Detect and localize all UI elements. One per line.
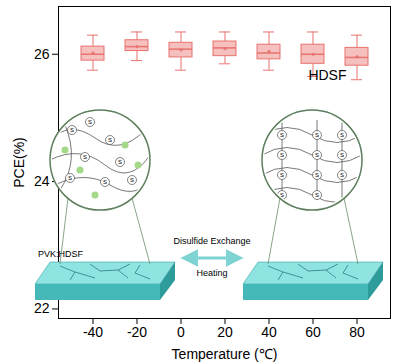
svg-text:PVK:HDSF: PVK:HDSF [38,249,84,259]
svg-text:HDSF: HDSF [308,67,346,83]
svg-text:PCE(%): PCE(%) [11,137,27,188]
svg-text:S: S [340,172,344,178]
svg-text:S: S [280,152,284,158]
svg-text:S: S [315,172,319,178]
svg-text:S: S [315,192,319,198]
svg-text:-40: -40 [83,324,103,340]
svg-text:S: S [315,132,319,138]
svg-text:0: 0 [177,324,185,340]
svg-text:S: S [108,137,112,143]
svg-text:20: 20 [217,324,233,340]
svg-text:Temperature (℃): Temperature (℃) [172,346,278,362]
svg-text:22: 22 [34,300,50,316]
svg-text:S: S [340,132,344,138]
svg-text:S: S [70,127,74,133]
svg-text:26: 26 [34,46,50,62]
svg-text:S: S [280,192,284,198]
svg-text:-20: -20 [127,324,147,340]
svg-text:80: 80 [349,324,365,340]
svg-text:24: 24 [34,173,50,189]
svg-text:S: S [130,177,134,183]
svg-text:Disulfide Exchange: Disulfide Exchange [173,236,250,246]
svg-text:S: S [83,154,87,160]
svg-text:S: S [88,119,92,125]
svg-text:S: S [118,159,122,165]
svg-text:S: S [68,175,72,181]
svg-text:S: S [280,172,284,178]
svg-text:40: 40 [261,324,277,340]
svg-text:S: S [315,152,319,158]
svg-text:S: S [280,132,284,138]
svg-text:60: 60 [305,324,321,340]
svg-text:S: S [340,152,344,158]
svg-text:S: S [103,179,107,185]
svg-text:Heating: Heating [196,268,227,278]
